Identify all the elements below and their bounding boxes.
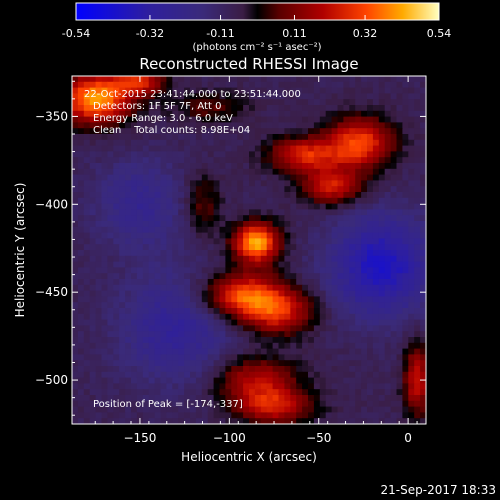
colorbar-tick-label: -0.32 [136, 27, 164, 40]
annotation-time-range: 22-Oct-2015 23:41:44.000 to 23:51:44.000 [84, 89, 301, 100]
colorbar-ticks: -0.54 -0.32 -0.11 0.11 0.32 0.54 [62, 15, 451, 40]
annotations: 22-Oct-2015 23:41:44.000 to 23:51:44.000… [84, 89, 301, 410]
y-tick-label: −350 [35, 109, 68, 123]
annotation-energy: Energy Range: 3.0 - 6.0 keV [93, 113, 233, 124]
annotation-detectors: Detectors: 1F 5F 7F, Att 0 [93, 101, 221, 112]
chart-title: Reconstructed RHESSI Image [139, 55, 358, 73]
y-axis-ticks: −350 −400 −450 −500 [35, 80, 426, 416]
colorbar-tick-label: -0.54 [62, 27, 90, 40]
colorbar-unit-label: (photons cm⁻² s⁻¹ asec⁻²) [192, 42, 321, 53]
colorbar-tick-label: 0.11 [282, 27, 307, 40]
x-tick-label: −150 [123, 431, 156, 445]
colorbar-tick-label: 0.54 [427, 27, 452, 40]
y-tick-label: −500 [35, 373, 68, 387]
colorbar-tick-label: 0.32 [353, 27, 378, 40]
colorbar-tick-label: -0.11 [206, 27, 234, 40]
annotation-clean: Clean Total counts: 8.98E+04 [93, 125, 250, 136]
x-tick-label: −50 [306, 431, 331, 445]
colorbar: -0.54 -0.32 -0.11 0.11 0.32 0.54 (photons cm⁻… [62, 2, 451, 53]
y-tick-label: −450 [35, 285, 68, 299]
footer-timestamp: 21-Sep-2017 18:33 [381, 483, 496, 497]
y-axis-label: Heliocentric Y (arcsec) [13, 183, 27, 318]
x-axis-ticks: −150 −100 −50 0 [94, 76, 418, 445]
x-tick-label: −100 [213, 431, 246, 445]
x-axis-label: Heliocentric X (arcsec) [181, 450, 317, 464]
plot-frame [71, 75, 427, 425]
plot-area: −150 −100 −50 0 −350−400−450−500 [35, 75, 427, 445]
colorbar-gradient [75, 2, 440, 21]
x-tick-label: 0 [404, 431, 412, 445]
annotation-peak-position: Position of Peak = [-174,-337] [93, 399, 243, 410]
y-tick-label: −400 [35, 197, 68, 211]
